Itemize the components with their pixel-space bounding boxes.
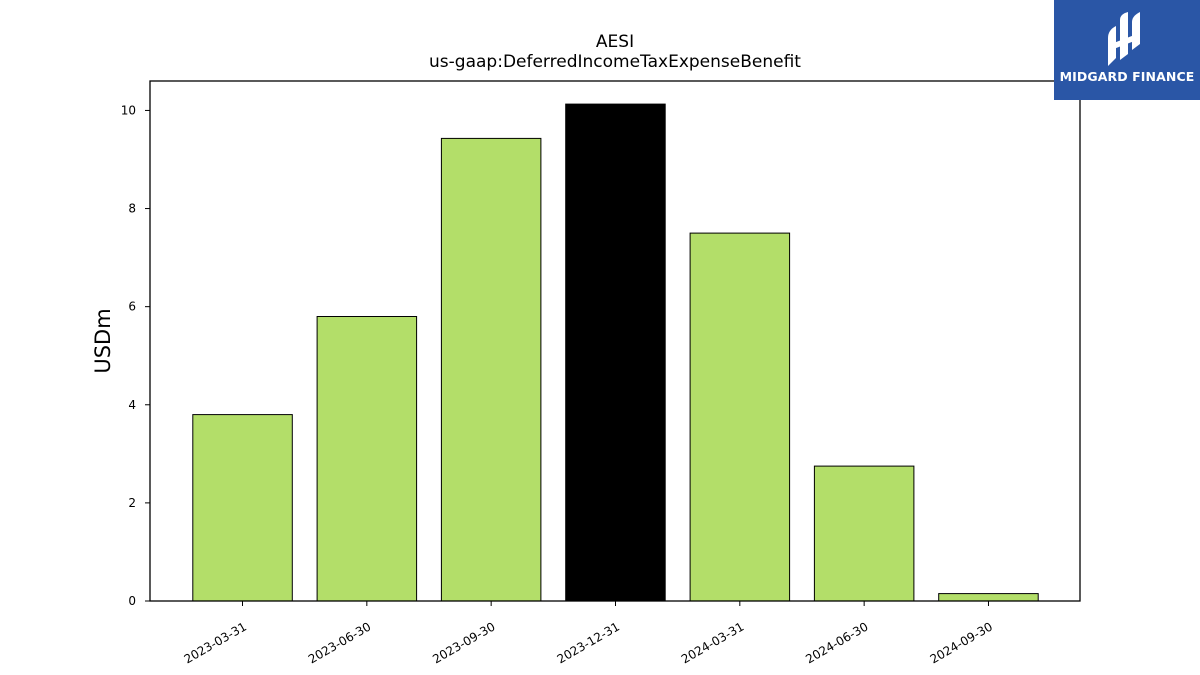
x-tick-label: 2023-09-30	[430, 619, 497, 666]
bar	[938, 593, 1039, 602]
x-tick-label: 2023-12-31	[555, 619, 622, 666]
bar	[565, 103, 666, 602]
y-tick-label: 10	[121, 103, 136, 117]
x-tick-label: 2024-09-30	[928, 619, 995, 666]
x-tick-label: 2023-03-31	[182, 619, 249, 666]
y-tick-label: 2	[128, 496, 136, 510]
bar	[440, 137, 542, 602]
y-tick-label: 8	[128, 202, 136, 216]
x-tick-label: 2024-06-30	[803, 619, 870, 666]
y-tick-label: 0	[128, 594, 136, 608]
bar	[689, 232, 791, 602]
y-tick-label: 6	[128, 300, 136, 314]
x-tick-label: 2023-06-30	[306, 619, 373, 666]
bar	[316, 316, 418, 602]
chart-title: AESI	[595, 32, 635, 52]
x-tick-label: 2024-03-31	[679, 619, 746, 666]
y-tick-label: 4	[128, 398, 136, 412]
brand-name: MIDGARD FINANCE	[1059, 69, 1195, 84]
bar	[192, 414, 293, 602]
y-axis-label: USDm	[91, 308, 115, 373]
midgard-logo-icon	[1108, 12, 1140, 66]
chart-subtitle: us-gaap:DeferredIncomeTaxExpenseBenefit	[429, 52, 801, 72]
brand-logo: MIDGARD FINANCE	[1054, 0, 1200, 100]
bar	[813, 465, 915, 602]
